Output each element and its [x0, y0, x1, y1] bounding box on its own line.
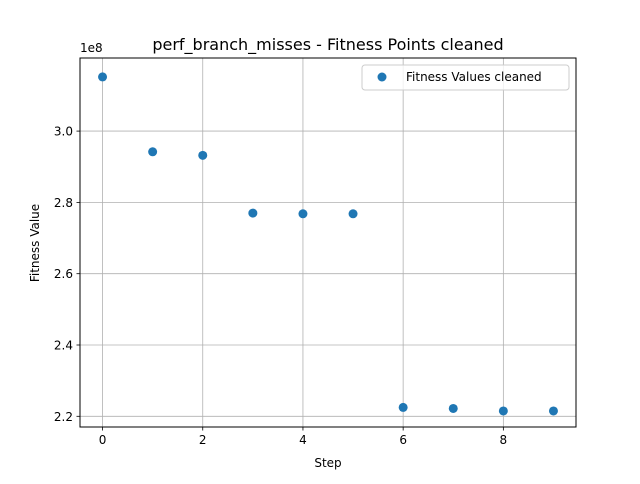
data-point: [348, 209, 358, 219]
y-tick-label: 3.0: [54, 125, 73, 139]
x-axis-label: Step: [314, 456, 341, 470]
data-point: [548, 406, 558, 416]
data-points: [98, 72, 558, 416]
legend-label: Fitness Values cleaned: [406, 70, 542, 84]
data-point: [498, 406, 508, 416]
x-tick-label: 8: [500, 433, 508, 447]
y-tick-label: 2.4: [54, 339, 73, 353]
y-axis-label: Fitness Value: [28, 204, 42, 282]
data-point: [448, 403, 458, 413]
chart-title: perf_branch_misses - Fitness Points clea…: [152, 35, 503, 55]
x-tick-label: 4: [299, 433, 307, 447]
data-point: [148, 147, 158, 157]
x-tick-label: 0: [99, 433, 107, 447]
data-point: [398, 402, 408, 412]
legend-marker: [377, 72, 387, 82]
grid-lines: [80, 58, 576, 427]
legend: Fitness Values cleaned: [361, 64, 570, 91]
x-tick-label: 6: [399, 433, 407, 447]
data-point: [298, 209, 308, 219]
data-point: [198, 150, 208, 160]
legend-box: [361, 64, 570, 91]
axis-ticks: 0 2 4 6 8 2.2 2.4 2.6 2.8 3.0: [54, 125, 507, 447]
plot-frame: [79, 57, 577, 428]
y-tick-label: 2.8: [54, 196, 73, 210]
y-offset-label: 1e8: [80, 41, 103, 55]
data-point: [248, 208, 258, 218]
x-tick-label: 2: [199, 433, 207, 447]
plot-background: [80, 58, 576, 427]
data-point: [98, 72, 108, 82]
y-tick-label: 2.6: [54, 267, 73, 281]
y-tick-label: 2.2: [54, 410, 73, 424]
